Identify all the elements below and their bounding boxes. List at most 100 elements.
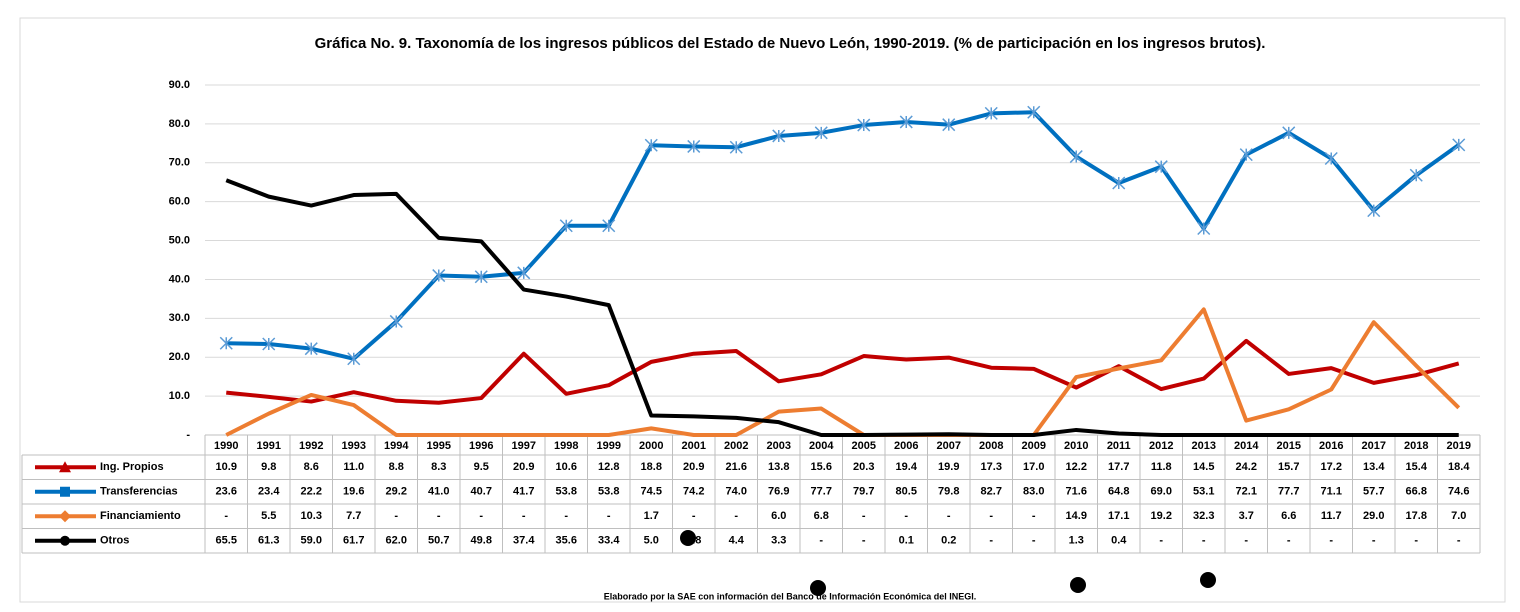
legend-label: Ing. Propios <box>100 461 164 473</box>
table-value: 11.0 <box>343 461 364 473</box>
x-tick-label: 1992 <box>299 440 323 452</box>
table-value: 50.7 <box>428 535 449 547</box>
table-value: - <box>734 510 738 522</box>
x-tick-label: 2010 <box>1064 440 1088 452</box>
table-value: 9.8 <box>261 461 276 473</box>
legend-label: Financiamiento <box>100 510 181 522</box>
table-value: - <box>1372 535 1376 547</box>
x-tick-label: 2017 <box>1362 440 1386 452</box>
x-tick-label: 2007 <box>937 440 961 452</box>
table-value: 10.3 <box>301 510 322 522</box>
point-marker <box>814 126 828 140</box>
table-value: 53.8 <box>556 486 577 498</box>
table-value: 49.8 <box>471 535 492 547</box>
legend-marker <box>59 510 71 523</box>
table-value: 37.4 <box>513 535 535 547</box>
x-tick-label: 2000 <box>639 440 663 452</box>
point-marker <box>262 337 276 351</box>
table-value: 77.7 <box>1278 486 1299 498</box>
table-value: 6.6 <box>1281 510 1296 522</box>
table-value: - <box>564 510 568 522</box>
table-value: 29.0 <box>1363 510 1384 522</box>
x-tick-label: 1993 <box>342 440 366 452</box>
table-value: 13.8 <box>768 461 789 473</box>
x-tick-label: 2014 <box>1234 440 1259 452</box>
chart-border <box>19 17 1506 603</box>
table-value: - <box>479 510 483 522</box>
legend-label: Otros <box>100 535 129 547</box>
table-value: 69.0 <box>1151 486 1172 498</box>
table-value: 15.4 <box>1406 461 1428 473</box>
point-marker <box>389 314 403 328</box>
y-tick-label: - <box>186 429 190 441</box>
y-tick-label: 90.0 <box>169 79 190 91</box>
table-value: 57.7 <box>1363 486 1384 498</box>
point-marker <box>304 342 318 356</box>
point-marker <box>474 270 488 284</box>
series-line <box>226 338 1460 405</box>
x-tick-label: 2012 <box>1149 440 1173 452</box>
table-value: 77.7 <box>811 486 832 498</box>
table-value: 20.9 <box>683 461 704 473</box>
table-value: 72.1 <box>1236 486 1257 498</box>
table-value: 32.3 <box>1193 510 1214 522</box>
table-value: 15.6 <box>811 461 832 473</box>
point-marker <box>432 269 446 283</box>
table-value: 0.1 <box>899 535 914 547</box>
table-value: 13.4 <box>1363 461 1385 473</box>
table-value: - <box>1244 535 1248 547</box>
x-tick-label: 2004 <box>809 440 834 452</box>
table-value: - <box>904 510 908 522</box>
point-marker <box>1324 151 1338 166</box>
table-value: 79.7 <box>853 486 874 498</box>
table-value: 83.0 <box>1023 486 1044 498</box>
table-value: 21.6 <box>726 461 747 473</box>
table-value: - <box>1287 535 1291 547</box>
table-value: 53.1 <box>1193 486 1214 498</box>
table-value: 17.0 <box>1023 461 1044 473</box>
table-value: 61.3 <box>258 535 279 547</box>
y-tick-label: 30.0 <box>169 312 190 324</box>
table-value: - <box>1032 535 1036 547</box>
table-value: 18.8 <box>641 461 662 473</box>
point-marker <box>517 266 531 280</box>
table-value: 17.7 <box>1108 461 1129 473</box>
table-value: 35.6 <box>556 535 577 547</box>
point-marker <box>1239 148 1253 162</box>
table-value: 20.9 <box>513 461 534 473</box>
table-value: 41.0 <box>428 486 449 498</box>
x-tick-label: 2003 <box>767 440 791 452</box>
artifact-dot <box>1200 572 1216 588</box>
table-value: 19.4 <box>896 461 918 473</box>
table-value: - <box>862 535 866 547</box>
x-tick-label: 2006 <box>894 440 918 452</box>
table-value: - <box>394 510 398 522</box>
x-tick-label: 1999 <box>597 440 621 452</box>
x-tick-label: 1994 <box>384 440 409 452</box>
table-value: - <box>862 510 866 522</box>
table-value: - <box>1159 535 1163 547</box>
table-value: 19.6 <box>343 486 364 498</box>
table-value: 17.1 <box>1108 510 1129 522</box>
y-tick-label: 80.0 <box>169 118 190 130</box>
point-marker <box>1282 126 1296 140</box>
table-value: 29.2 <box>386 486 407 498</box>
table-value: - <box>989 535 993 547</box>
artifact-dot <box>1070 577 1086 593</box>
x-tick-label: 2002 <box>724 440 748 452</box>
table-value: 40.7 <box>471 486 492 498</box>
point-marker <box>1154 160 1168 174</box>
point-marker <box>772 129 786 143</box>
point-marker <box>1027 105 1041 119</box>
table-value: 19.9 <box>938 461 959 473</box>
y-tick-label: 40.0 <box>169 273 190 285</box>
table-value: - <box>522 510 526 522</box>
table-value: 20.3 <box>853 461 874 473</box>
x-tick-label: 2005 <box>852 440 876 452</box>
table-value: 5.5 <box>261 510 276 522</box>
x-tick-label: 1990 <box>214 440 238 452</box>
point-marker <box>559 219 573 233</box>
y-tick-label: 10.0 <box>169 390 190 402</box>
y-tick-label: 50.0 <box>169 234 190 246</box>
